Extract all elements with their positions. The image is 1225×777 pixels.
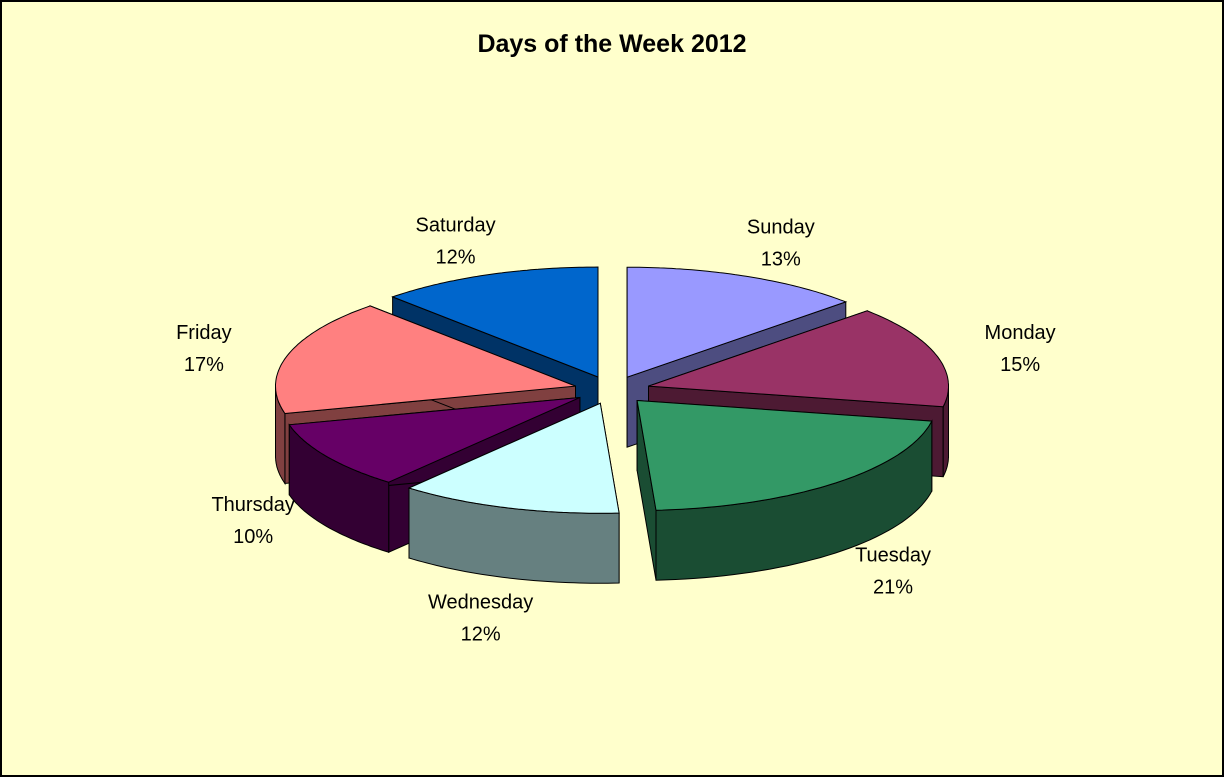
label-category: Sunday xyxy=(747,217,815,239)
label-category: Friday xyxy=(176,322,232,344)
label-value: 12% xyxy=(436,247,476,269)
data-label: Wednesday 12% xyxy=(428,591,533,645)
label-category: Thursday xyxy=(211,494,294,516)
data-label: Monday 15% xyxy=(985,322,1056,376)
slice-top xyxy=(288,397,581,483)
slice-top xyxy=(648,310,949,408)
chart-title: Days of the Week 2012 xyxy=(477,30,746,58)
label-value: 13% xyxy=(761,249,801,271)
slice-top xyxy=(275,305,576,415)
slice xyxy=(636,399,933,581)
data-label: Sunday 13% xyxy=(747,217,815,271)
label-value: 10% xyxy=(233,526,273,548)
slice xyxy=(407,402,620,584)
label-value: 17% xyxy=(184,354,224,376)
label-category: Tuesday xyxy=(855,544,931,566)
slice-top xyxy=(636,399,933,511)
data-label: Saturday 12% xyxy=(416,215,496,269)
label-value: 21% xyxy=(873,576,913,598)
label-category: Monday xyxy=(985,322,1056,344)
label-value: 15% xyxy=(1000,354,1040,376)
slice-top xyxy=(626,266,848,378)
slice-top xyxy=(407,402,620,514)
label-category: Wednesday xyxy=(428,591,533,613)
data-label: Friday 17% xyxy=(176,322,232,376)
data-label: Tuesday 21% xyxy=(855,544,931,598)
label-value: 12% xyxy=(461,623,501,645)
label-category: Saturday xyxy=(416,215,496,237)
data-label: Thursday 10% xyxy=(211,494,294,548)
slice-top xyxy=(391,266,599,378)
